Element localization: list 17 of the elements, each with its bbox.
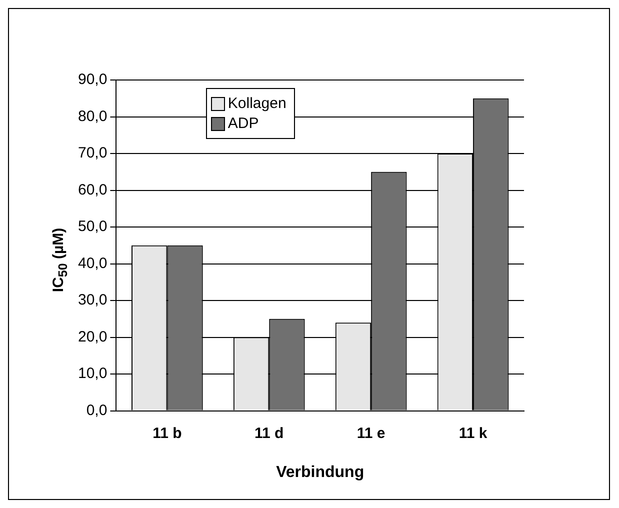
y-tick-label: 90,0	[78, 71, 108, 88]
y-tick-label: 0,0	[86, 402, 108, 419]
y-tick-label: 80,0	[78, 108, 108, 125]
y-tick-label: 70,0	[78, 144, 108, 162]
y-tick-label: 20,0	[78, 328, 108, 346]
x-tick-label: 11 d	[254, 424, 284, 442]
y-tick-label: 50,0	[78, 218, 108, 236]
legend-label: Kollagen	[228, 95, 286, 112]
x-tick-label: 11 e	[356, 424, 386, 442]
x-tick-label: 11 k	[458, 424, 488, 442]
y-tick-label: 60,0	[78, 181, 108, 198]
y-tick-label: 30,0	[78, 292, 108, 309]
x-tick-label: 11 b	[152, 424, 182, 442]
legend-label: ADP	[228, 115, 259, 132]
y-tick-label: 40,0	[78, 254, 108, 272]
x-axis-title: Verbindung	[276, 464, 364, 481]
y-tick-label: 10,0	[78, 365, 108, 382]
